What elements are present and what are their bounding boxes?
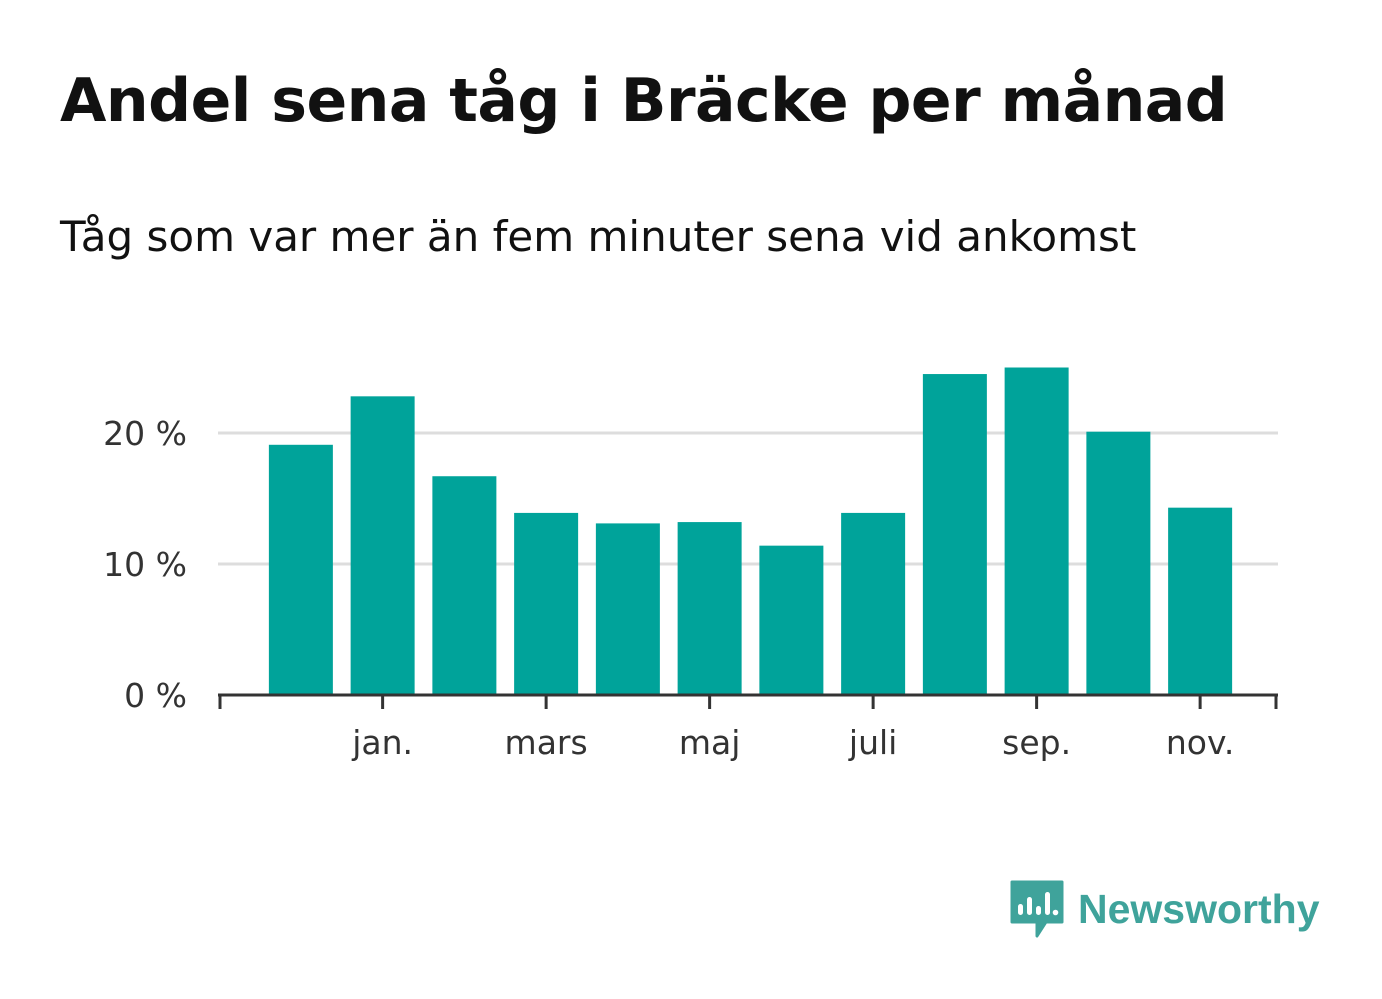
- y-axis-ticks: 0 % 10 % 20 %: [103, 414, 187, 715]
- bar-apr: [595, 523, 660, 695]
- x-tick-label: nov.: [1166, 723, 1235, 762]
- chart-title: Andel sena tåg i Bräcke per månad: [60, 66, 1228, 136]
- x-tick-label: jan.: [351, 723, 413, 762]
- x-tick-label: mars: [505, 723, 588, 762]
- bar-juni: [759, 545, 824, 695]
- bar-nov: [1168, 507, 1233, 695]
- x-tick-label: maj: [679, 723, 741, 762]
- y-tick-label: 10 %: [103, 545, 187, 584]
- bars: [268, 367, 1233, 695]
- y-tick-label: 20 %: [103, 414, 187, 453]
- bar-chart-speech-bubble-icon: [1010, 880, 1064, 938]
- bar-mars: [514, 512, 579, 695]
- brand-name: Newsworthy: [1078, 885, 1320, 932]
- bar-juli: [841, 512, 906, 695]
- x-tick-label: sep.: [1002, 723, 1071, 762]
- bar-dec: [268, 444, 333, 695]
- x-axis: [218, 693, 1278, 709]
- bar-okt: [1086, 431, 1151, 695]
- y-tick-label: 0 %: [124, 676, 187, 715]
- bar-jan: [350, 396, 415, 695]
- x-axis-ticks: jan. mars maj juli sep. nov.: [351, 695, 1234, 762]
- bar-feb: [432, 476, 497, 695]
- chart-subtitle: Tåg som var mer än fem minuter sena vid …: [60, 212, 1137, 261]
- bar-maj: [677, 522, 742, 695]
- bar-sep: [1004, 367, 1069, 695]
- x-tick-label: juli: [848, 723, 897, 762]
- bar-aug: [922, 374, 987, 695]
- newsworthy-logo: Newsworthy: [1010, 878, 1320, 940]
